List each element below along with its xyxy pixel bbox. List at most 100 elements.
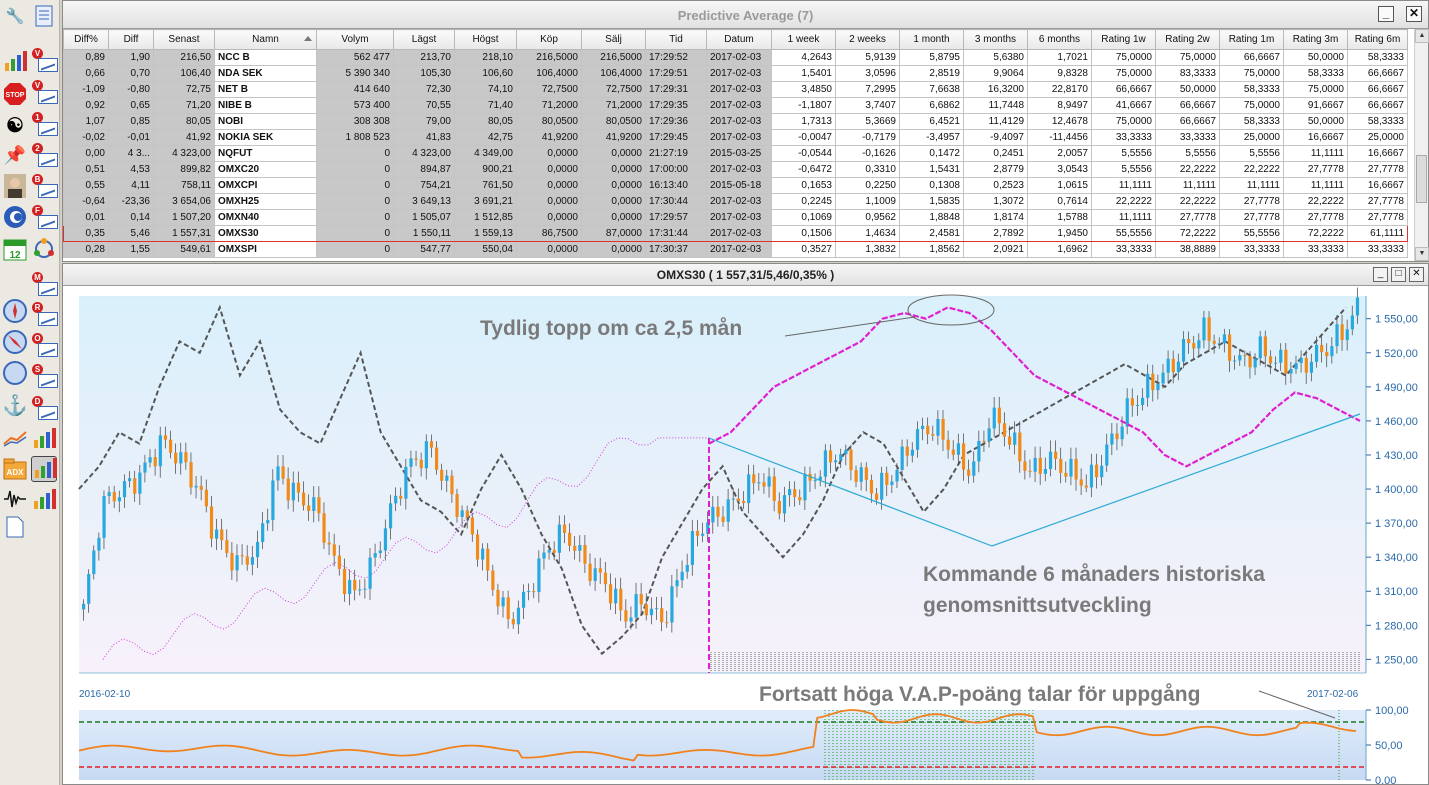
column-header-20[interactable]: Rating 6m (1347, 29, 1408, 50)
table-cell: 12,4678 (1027, 113, 1092, 130)
table-row[interactable]: 0,28 1,55 549,61 OMXSPI 0 547,77 550,04 0,0000 0… (63, 241, 1408, 258)
table-cell: 0,0000 (581, 241, 646, 258)
scan-v2-icon[interactable]: V (32, 80, 58, 104)
trend-line-icon[interactable] (2, 425, 28, 451)
column-header-18[interactable]: Rating 1m (1219, 29, 1284, 50)
bar-chart-2-icon[interactable] (31, 425, 57, 451)
table-row[interactable]: 0,89 1,90 216,50 NCC B 562 477 213,70 218,10 21… (63, 49, 1408, 66)
table-row[interactable]: 0,01 0,14 1 507,20 OMXN40 0 1 505,07 1 512,85 0… (63, 209, 1408, 226)
scan-f-icon[interactable]: F (32, 205, 58, 229)
chart-close-button[interactable]: ✕ (1409, 267, 1424, 282)
c-logo-icon[interactable] (2, 204, 28, 230)
cycle-icon[interactable] (31, 236, 57, 262)
candle-body (1345, 329, 1349, 341)
table-row[interactable]: 1,07 0,85 80,05 NOBI 308 308 79,00 80,05 80,050… (63, 113, 1408, 130)
chart-minimize-button[interactable]: _ (1373, 267, 1388, 282)
scroll-up-button[interactable]: ▲ (1415, 29, 1429, 43)
scroll-down-button[interactable]: ▼ (1415, 247, 1429, 261)
table-row[interactable]: 0,92 0,65 71,20 NIBE B 573 400 70,55 71,40 71,2… (63, 97, 1408, 114)
table-cell: 754,21 (393, 177, 455, 194)
column-header-17[interactable]: Rating 2w (1155, 29, 1220, 50)
waveform-icon[interactable] (2, 486, 28, 512)
column-header-9[interactable]: Tid (645, 29, 707, 50)
compass-3-icon[interactable] (2, 360, 28, 386)
compass-icon[interactable] (2, 298, 28, 324)
table-row[interactable]: -0,02 -0,01 41,92 NOKIA SEK 1 808 523 41,83 42… (63, 129, 1408, 146)
scan-1-icon[interactable]: 1 (32, 112, 58, 136)
indicator-panel-background (79, 710, 1366, 780)
column-header-6[interactable]: Högst (454, 29, 517, 50)
calendar-icon[interactable]: 12 (2, 236, 28, 262)
candle-body (394, 495, 398, 504)
column-header-11[interactable]: 1 week (771, 29, 836, 50)
table-cell: -9,4097 (963, 129, 1028, 146)
bar-chart-3-icon[interactable] (31, 486, 57, 512)
table-scrollbar[interactable]: ▲ ▼ (1414, 29, 1429, 261)
adx-icon[interactable]: ADX (2, 456, 28, 482)
compass-2-icon[interactable] (2, 329, 28, 355)
bar-chart-icon[interactable] (2, 48, 28, 74)
candle-body (614, 588, 618, 604)
table-row[interactable]: 0,55 4,11 758,11 OMXCPI 0 754,21 761,50 0,0000 0… (63, 177, 1408, 194)
close-button[interactable]: ✕ (1406, 6, 1422, 22)
column-header-0[interactable]: Diff% (63, 29, 109, 50)
blank-page-icon[interactable] (2, 514, 28, 540)
table-cell: 1,5401 (771, 65, 836, 82)
scroll-thumb[interactable] (1416, 155, 1427, 203)
wrench-icon[interactable]: 🔧 (5, 8, 25, 25)
column-header-15[interactable]: 6 months (1027, 29, 1092, 50)
scan-v-icon[interactable]: V (32, 48, 58, 72)
column-header-10[interactable]: Datum (706, 29, 772, 50)
forecast-line (708, 306, 1361, 468)
candle-body (1135, 404, 1140, 406)
table-row[interactable]: 0,00 4 3... 4 323,00 NQFUT 0 4 323,00 4 349,00… (63, 145, 1408, 162)
svg-text:STOP: STOP (6, 92, 25, 99)
candle-body (271, 480, 275, 520)
column-header-3[interactable]: Namn (214, 29, 317, 50)
column-header-12[interactable]: 2 weeks (835, 29, 900, 50)
bar-chart-selected-icon[interactable] (31, 456, 57, 482)
table-row[interactable]: 0,35 5,46 1 557,31 OMXS30 0 1 550,11 1 559,13 8… (63, 225, 1408, 242)
table-row[interactable]: 0,51 4,53 899,82 OMXC20 0 894,87 900,21 0,0000 0… (63, 161, 1408, 178)
table-cell: 0,70 (108, 65, 154, 82)
column-header-2[interactable]: Senast (153, 29, 215, 50)
column-header-7[interactable]: Köp (516, 29, 582, 50)
scan-2-icon[interactable]: 2 (32, 143, 58, 167)
anchor-icon[interactable]: ⚓ (2, 394, 28, 417)
table-row[interactable]: -1,09 -0,80 72,75 NET B 414 640 72,30 74,10 72,… (63, 81, 1408, 98)
candle-body (1013, 432, 1017, 445)
column-header-19[interactable]: Rating 3m (1283, 29, 1348, 50)
column-header-16[interactable]: Rating 1w (1091, 29, 1156, 50)
scan-b-icon[interactable]: B (32, 174, 58, 198)
table-cell: 75,0000 (1155, 49, 1220, 66)
scan-s-icon[interactable]: S (32, 364, 58, 388)
annotation-top: Tydlig topp om ca 2,5 mån (480, 317, 742, 340)
column-header-1[interactable]: Diff (108, 29, 154, 50)
scan-o-icon[interactable]: O (32, 333, 58, 357)
avatar-icon[interactable] (2, 173, 28, 199)
column-header-13[interactable]: 1 month (899, 29, 964, 50)
table-cell: 17:29:52 (645, 49, 707, 66)
table-row[interactable]: 0,66 0,70 106,40 NDA SEK 5 390 340 105,30 106,… (63, 65, 1408, 82)
yin-yang-icon[interactable]: ☯ (6, 114, 24, 137)
candle-body (813, 480, 817, 482)
pushpin-icon[interactable]: 📌 (3, 144, 27, 165)
table-cell: 0 (316, 193, 394, 210)
scan-m-icon[interactable]: M (32, 272, 58, 296)
minimize-button[interactable]: _ (1378, 6, 1394, 22)
scan-d-icon[interactable]: D (32, 396, 58, 420)
column-header-5[interactable]: Lägst (393, 29, 455, 50)
table-cell: 414 640 (316, 81, 394, 98)
table-cell: 71,20 (153, 97, 215, 114)
price-chart[interactable]: 1 550,00 1 520,00 1 490,00 1 460,00 1 430,00… (63, 286, 1428, 784)
chart-maximize-button[interactable]: □ (1391, 267, 1406, 282)
candle-body (1033, 457, 1037, 472)
document-list-icon[interactable] (31, 3, 57, 29)
column-header-8[interactable]: Sälj (581, 29, 646, 50)
candle-body (1105, 444, 1109, 466)
scan-r-icon[interactable]: R (32, 302, 58, 326)
column-header-4[interactable]: Volym (316, 29, 394, 50)
table-row[interactable]: -0,64 -23,36 3 654,06 OMXH25 0 3 649,13 3 691,… (63, 193, 1408, 210)
stop-icon[interactable]: STOP (2, 81, 28, 107)
column-header-14[interactable]: 3 months (963, 29, 1028, 50)
